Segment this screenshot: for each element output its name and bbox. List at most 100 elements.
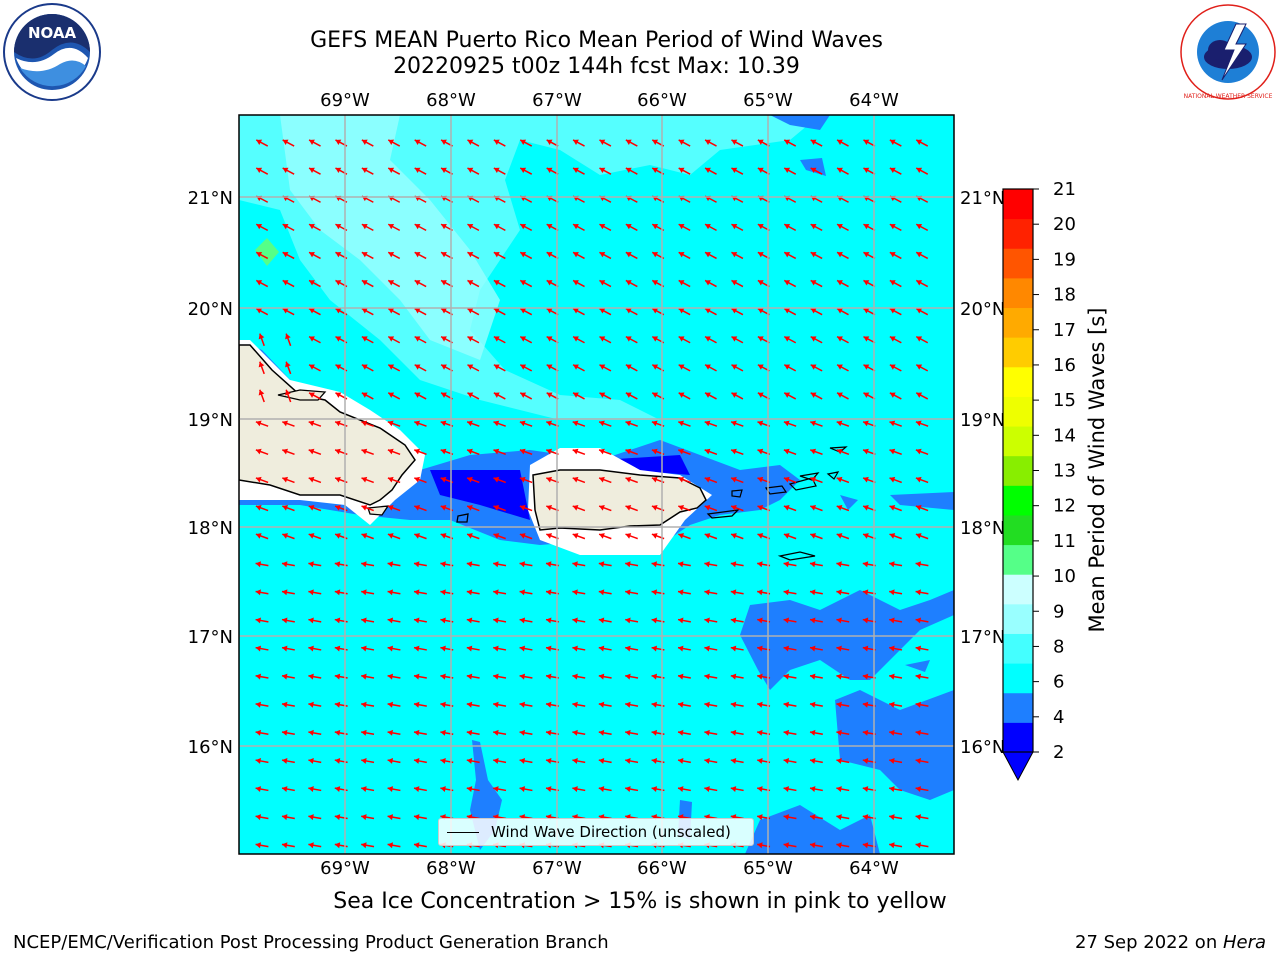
nws-logo-text: NATIONAL WEATHER SERVICE — [1184, 93, 1273, 100]
wind-arrow — [361, 307, 374, 316]
wind-arrow — [625, 617, 639, 624]
wind-arrow — [493, 139, 506, 147]
wind-arrow — [598, 701, 612, 708]
lon-tick-label: 67°W — [532, 858, 582, 879]
lon-tick-label: 64°W — [849, 90, 899, 111]
wind-arrow — [704, 448, 718, 456]
wind-arrow — [519, 448, 533, 456]
wind-arrow — [915, 251, 929, 260]
wind-arrow — [414, 167, 427, 175]
wind-arrow — [783, 814, 797, 821]
wind-arrow — [466, 476, 480, 484]
wind-arrow — [889, 533, 902, 540]
noaa-logo-text: NOAA — [28, 24, 77, 42]
wind-arrow — [863, 223, 876, 232]
wind-arrow — [387, 561, 401, 568]
wind-arrow — [783, 139, 797, 147]
colorbar-segment — [1003, 337, 1033, 368]
wind-arrow — [281, 757, 295, 764]
wind-arrow — [809, 757, 823, 764]
wind-arrow — [308, 167, 321, 175]
wind-arrow — [809, 561, 823, 568]
wind-arrow — [519, 335, 533, 344]
wind-arrow — [466, 533, 480, 540]
wind-arrow — [783, 420, 797, 427]
wind-arrow — [258, 333, 265, 347]
wind-arrow — [493, 335, 506, 344]
wind-arrow — [572, 476, 586, 484]
wind-arrow — [361, 223, 374, 232]
wind-arrow — [783, 279, 797, 288]
wind-arrow — [625, 645, 639, 652]
wind-arrow — [704, 701, 718, 708]
wind-arrow — [863, 335, 876, 344]
wind-arrow — [704, 533, 718, 540]
wind-arrow — [836, 617, 850, 624]
wind-arrow — [915, 139, 929, 147]
wind-arrow — [255, 533, 269, 540]
wind-arrow — [467, 139, 480, 147]
wind-arrow — [915, 589, 929, 596]
wind-arrow — [809, 842, 823, 849]
wind-arrow — [836, 476, 850, 484]
wind-arrow — [387, 167, 401, 175]
wind-arrow — [285, 361, 292, 375]
colorbar-segment — [1003, 455, 1033, 486]
wind-arrow — [572, 589, 586, 596]
wind-arrow — [413, 589, 427, 596]
wind-arrow — [308, 364, 321, 372]
wind-arrow — [704, 279, 717, 288]
wind-arrow — [546, 223, 559, 232]
colorbar-segment — [1003, 485, 1033, 516]
wind-arrow — [546, 139, 559, 147]
islet-south-hispaniola — [367, 505, 390, 516]
wind-arrow — [308, 139, 321, 147]
wind-arrow — [308, 279, 321, 288]
wind-arrow — [599, 279, 612, 288]
wind-arrow — [625, 279, 638, 288]
wind-arrow — [810, 223, 823, 232]
wind-arrow — [361, 279, 374, 288]
wind-arrow — [704, 617, 718, 624]
wind-arrow — [572, 561, 586, 568]
wind-arrow — [836, 814, 850, 821]
wind-arrow — [493, 757, 507, 764]
wind-arrow — [519, 251, 533, 260]
wind-arrow — [519, 645, 533, 652]
wind-arrow — [678, 139, 691, 147]
wind-arrow — [308, 223, 321, 232]
lat-tick-label: 20°N — [188, 299, 233, 320]
wind-arrow — [599, 167, 612, 175]
wind-arrow — [783, 701, 797, 708]
wind-arrow — [704, 251, 717, 260]
period-band-2-4-bottom — [745, 805, 880, 854]
wind-arrow — [466, 645, 480, 652]
wind-arrow — [915, 167, 929, 175]
wind-arrow — [308, 476, 322, 484]
wind-arrow — [387, 279, 401, 288]
wind-arrow — [678, 476, 691, 484]
wind-arrow — [413, 729, 427, 736]
wind-arrow — [519, 420, 533, 427]
wind-arrow — [915, 757, 929, 764]
wind-arrow — [308, 533, 322, 540]
wind-arrow — [678, 504, 691, 512]
wind-arrow — [387, 335, 401, 344]
wind-arrow — [255, 307, 269, 316]
wind-arrow — [308, 701, 322, 708]
wind-arrow — [783, 842, 797, 849]
wind-arrow — [361, 561, 375, 568]
wind-arrow — [282, 251, 295, 260]
colorbar-segment — [1003, 692, 1033, 723]
wind-arrow — [783, 307, 797, 316]
colorbar-tick-label: 12 — [1053, 496, 1076, 517]
wind-arrow — [519, 307, 533, 316]
st-john-island — [788, 477, 817, 491]
wind-arrow — [731, 364, 744, 372]
wind-arrow — [255, 251, 269, 260]
wind-arrow — [361, 364, 374, 372]
wind-arrow — [255, 842, 269, 849]
wind-arrow — [598, 476, 612, 484]
wind-arrow — [677, 617, 691, 624]
wind-arrow — [414, 223, 427, 232]
